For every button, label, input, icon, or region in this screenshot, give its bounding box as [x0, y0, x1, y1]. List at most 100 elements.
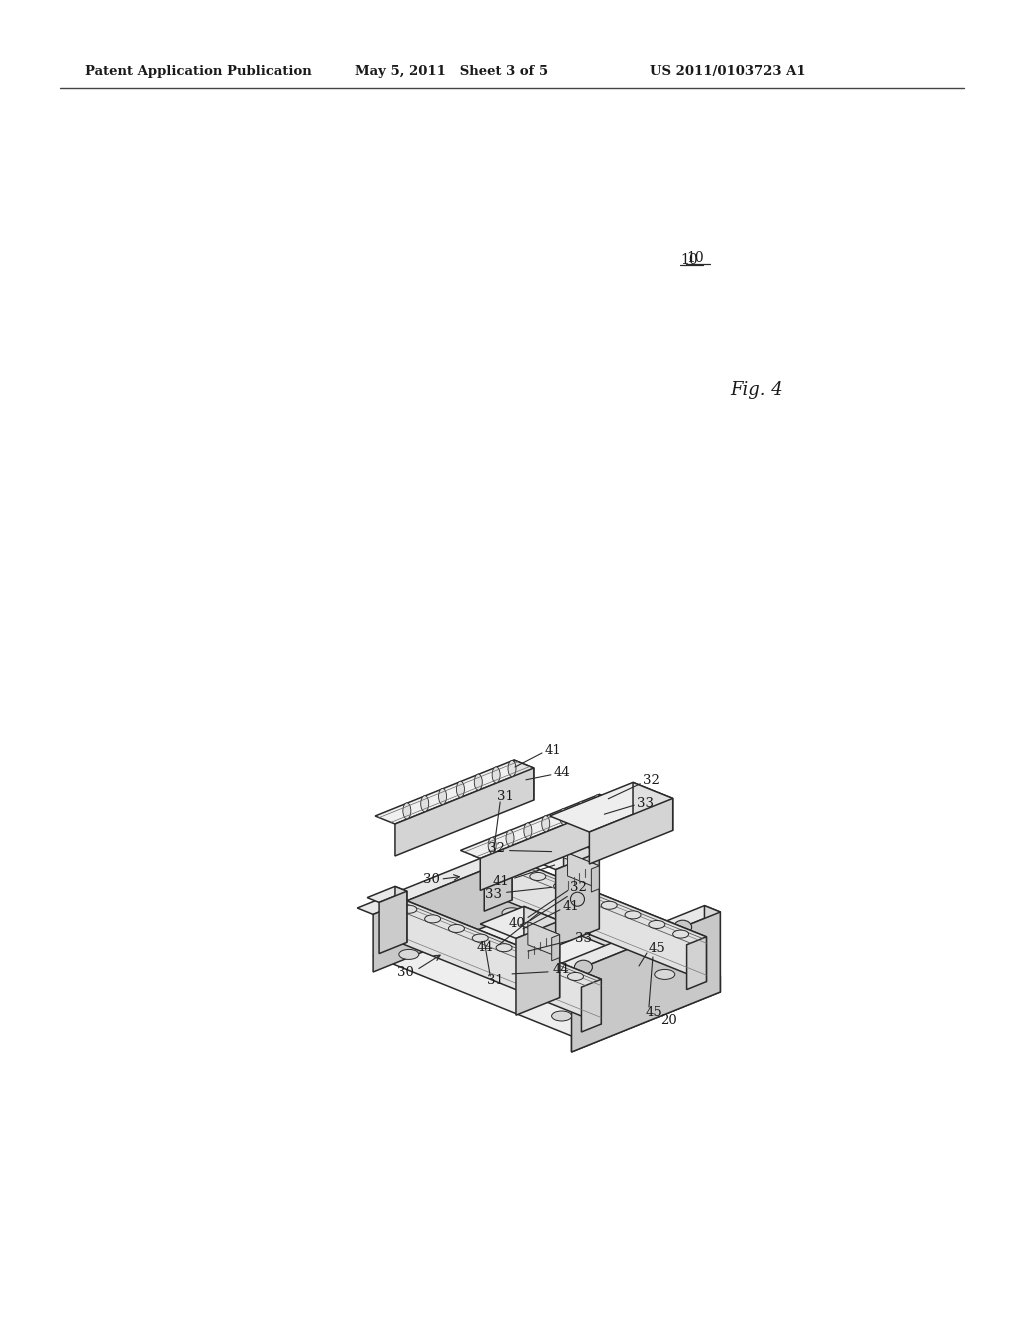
Text: US 2011/0103723 A1: US 2011/0103723 A1 [650, 66, 806, 78]
Polygon shape [472, 843, 512, 861]
Ellipse shape [529, 873, 546, 880]
Text: 31: 31 [487, 974, 504, 987]
Ellipse shape [567, 973, 584, 981]
Ellipse shape [474, 774, 482, 791]
Polygon shape [480, 907, 559, 939]
Text: 33: 33 [484, 888, 502, 900]
Text: 41: 41 [545, 743, 562, 756]
Ellipse shape [493, 767, 500, 783]
Polygon shape [383, 899, 601, 987]
Ellipse shape [496, 944, 512, 952]
Polygon shape [514, 760, 534, 800]
Ellipse shape [449, 924, 465, 932]
Ellipse shape [552, 1011, 571, 1020]
Ellipse shape [457, 781, 465, 797]
Polygon shape [357, 847, 522, 915]
Ellipse shape [502, 908, 522, 917]
Polygon shape [571, 975, 720, 1052]
Ellipse shape [402, 803, 411, 818]
Ellipse shape [654, 969, 675, 979]
Text: May 5, 2011   Sheet 3 of 5: May 5, 2011 Sheet 3 of 5 [355, 66, 548, 78]
Polygon shape [520, 838, 599, 870]
Ellipse shape [400, 906, 417, 913]
Ellipse shape [578, 801, 586, 817]
Text: 32: 32 [570, 880, 587, 894]
Text: 45: 45 [649, 941, 666, 954]
Ellipse shape [472, 935, 488, 942]
Text: 32: 32 [643, 775, 660, 787]
Ellipse shape [421, 796, 429, 812]
Ellipse shape [554, 882, 569, 890]
Polygon shape [368, 887, 407, 903]
Ellipse shape [398, 949, 419, 960]
Text: Fig. 4: Fig. 4 [730, 381, 782, 399]
Ellipse shape [544, 962, 560, 972]
Ellipse shape [673, 931, 688, 939]
Polygon shape [506, 847, 522, 912]
Ellipse shape [438, 788, 446, 804]
Polygon shape [379, 891, 407, 953]
Polygon shape [686, 937, 707, 990]
Text: 31: 31 [498, 791, 514, 804]
Text: 41: 41 [493, 875, 510, 887]
Text: 41: 41 [563, 900, 580, 913]
Ellipse shape [674, 920, 691, 935]
Text: 10: 10 [686, 251, 703, 265]
Ellipse shape [524, 822, 531, 840]
Text: 33: 33 [574, 932, 592, 945]
Polygon shape [571, 912, 720, 1052]
Polygon shape [590, 799, 673, 865]
Polygon shape [567, 853, 599, 888]
Ellipse shape [574, 960, 593, 974]
Text: Patent Application Publication: Patent Application Publication [85, 66, 311, 78]
Text: 33: 33 [637, 797, 654, 809]
Text: 32: 32 [487, 842, 505, 855]
Polygon shape [508, 857, 707, 982]
Polygon shape [395, 887, 407, 942]
Text: 40: 40 [509, 917, 525, 929]
Ellipse shape [578, 892, 594, 900]
Ellipse shape [593, 795, 601, 810]
Ellipse shape [508, 760, 516, 776]
Polygon shape [395, 768, 534, 855]
Polygon shape [484, 849, 512, 911]
Ellipse shape [520, 953, 536, 961]
Text: 44: 44 [552, 964, 568, 977]
Polygon shape [556, 906, 720, 972]
Polygon shape [520, 921, 559, 937]
Polygon shape [373, 896, 720, 1036]
Ellipse shape [488, 837, 497, 853]
Ellipse shape [570, 892, 585, 907]
Text: 30: 30 [424, 873, 440, 886]
Polygon shape [559, 853, 599, 869]
Polygon shape [556, 851, 599, 946]
Polygon shape [480, 803, 620, 891]
Polygon shape [375, 760, 534, 824]
Text: 30: 30 [396, 966, 414, 979]
Polygon shape [461, 795, 620, 858]
Polygon shape [488, 857, 707, 945]
Polygon shape [402, 899, 601, 1024]
Polygon shape [582, 979, 601, 1032]
Ellipse shape [506, 830, 514, 846]
Polygon shape [599, 795, 620, 834]
Text: 44: 44 [554, 767, 570, 779]
Polygon shape [592, 866, 599, 892]
Polygon shape [500, 843, 512, 900]
Polygon shape [524, 907, 559, 998]
Ellipse shape [625, 911, 641, 919]
Polygon shape [516, 921, 559, 1015]
Polygon shape [373, 854, 522, 972]
Polygon shape [550, 783, 673, 832]
Polygon shape [563, 838, 599, 929]
Text: 10: 10 [680, 253, 697, 267]
Polygon shape [552, 935, 559, 961]
Ellipse shape [425, 915, 440, 923]
Text: 20: 20 [659, 1014, 677, 1027]
Ellipse shape [559, 808, 567, 825]
Ellipse shape [542, 816, 550, 832]
Ellipse shape [506, 863, 522, 871]
Polygon shape [528, 921, 559, 957]
Text: 45: 45 [646, 1006, 663, 1019]
Ellipse shape [649, 920, 665, 928]
